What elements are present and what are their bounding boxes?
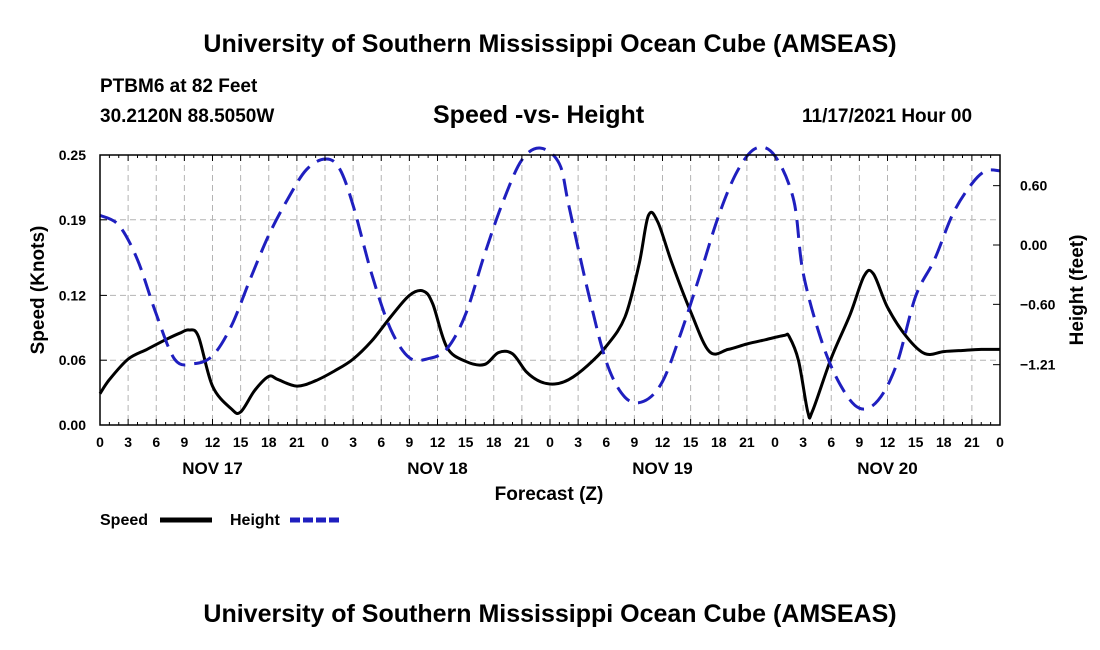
chart-title: University of Southern Mississippi Ocean… bbox=[203, 30, 897, 58]
x-tick-label: 9 bbox=[630, 434, 638, 450]
x-tick-label: 18 bbox=[936, 434, 952, 450]
x-tick-label: 9 bbox=[180, 434, 188, 450]
x-tick-label: 9 bbox=[855, 434, 863, 450]
y-left-tick-label: 0.25 bbox=[59, 147, 86, 163]
x-tick-label: 0 bbox=[996, 434, 1004, 450]
x-axis-title: Forecast (Z) bbox=[495, 484, 604, 505]
x-tick-label: 6 bbox=[602, 434, 610, 450]
x-tick-label: 12 bbox=[205, 434, 221, 450]
x-tick-label: 21 bbox=[739, 434, 755, 450]
x-tick-label: 18 bbox=[711, 434, 727, 450]
x-tick-label: 3 bbox=[799, 434, 807, 450]
legend-height-label: Height bbox=[230, 512, 280, 529]
footer-title: University of Southern Mississippi Ocean… bbox=[203, 600, 897, 628]
series-lines bbox=[98, 145, 1001, 420]
x-tick-label: 15 bbox=[458, 434, 474, 450]
x-tick-label: 12 bbox=[430, 434, 446, 450]
y-right-tick-label: 0.60 bbox=[1020, 178, 1047, 194]
day-label: NOV 17 bbox=[182, 459, 242, 478]
station-coordinates: 30.2120N 88.5050W bbox=[100, 106, 275, 127]
x-tick-label: 3 bbox=[124, 434, 132, 450]
day-label: NOV 18 bbox=[407, 459, 467, 478]
x-tick-label: 3 bbox=[574, 434, 582, 450]
forecast-datetime: 11/17/2021 Hour 00 bbox=[802, 106, 973, 127]
y-axis-right-title: Height (feet) bbox=[1067, 235, 1088, 346]
x-tick-label: 0 bbox=[771, 434, 779, 450]
x-tick-label: 21 bbox=[514, 434, 530, 450]
y-right-tick-label: −0.60 bbox=[1020, 296, 1056, 312]
x-tick-label: 6 bbox=[377, 434, 385, 450]
legend: Speed Height bbox=[100, 512, 342, 529]
x-tick-label: 3 bbox=[349, 434, 357, 450]
x-tick-label: 0 bbox=[321, 434, 329, 450]
x-tick-label: 18 bbox=[261, 434, 277, 450]
chart-subtitle: Speed -vs- Height bbox=[433, 101, 645, 129]
x-tick-label: 6 bbox=[827, 434, 835, 450]
x-tick-label: 12 bbox=[880, 434, 896, 450]
x-tick-label: 18 bbox=[486, 434, 502, 450]
y-axis-left-title: Speed (Knots) bbox=[28, 226, 49, 355]
x-tick-label: 15 bbox=[233, 434, 249, 450]
day-label: NOV 19 bbox=[632, 459, 692, 478]
x-tick-label: 6 bbox=[152, 434, 160, 450]
series-line-speed bbox=[98, 210, 1001, 420]
x-tick-label: 15 bbox=[908, 434, 924, 450]
legend-speed-label: Speed bbox=[100, 512, 148, 529]
y-left-tick-label: 0.00 bbox=[59, 417, 86, 433]
station-label: PTBM6 at 82 Feet bbox=[100, 76, 258, 97]
y-left-tick-label: 0.12 bbox=[59, 287, 86, 303]
y-right-tick-label: −1.21 bbox=[1020, 357, 1056, 373]
axis-labels: 0 3 6 9 12 15 18 21 0 3 6 9 12 15 18 21 0 3 6 9 12 15 18 21 0 3 6 9… bbox=[59, 147, 1056, 478]
day-label: NOV 20 bbox=[857, 459, 917, 478]
y-left-tick-label: 0.19 bbox=[59, 212, 86, 228]
x-tick-label: 9 bbox=[405, 434, 413, 450]
x-tick-label: 15 bbox=[683, 434, 699, 450]
y-right-tick-label: 0.00 bbox=[1020, 237, 1047, 253]
axis-ticks bbox=[99, 154, 1001, 426]
x-tick-label: 0 bbox=[546, 434, 554, 450]
x-tick-label: 21 bbox=[964, 434, 980, 450]
x-tick-label: 21 bbox=[289, 434, 305, 450]
x-tick-label: 12 bbox=[655, 434, 671, 450]
series-line-height bbox=[99, 145, 1001, 411]
x-tick-label: 0 bbox=[96, 434, 104, 450]
y-left-tick-label: 0.06 bbox=[59, 352, 86, 368]
